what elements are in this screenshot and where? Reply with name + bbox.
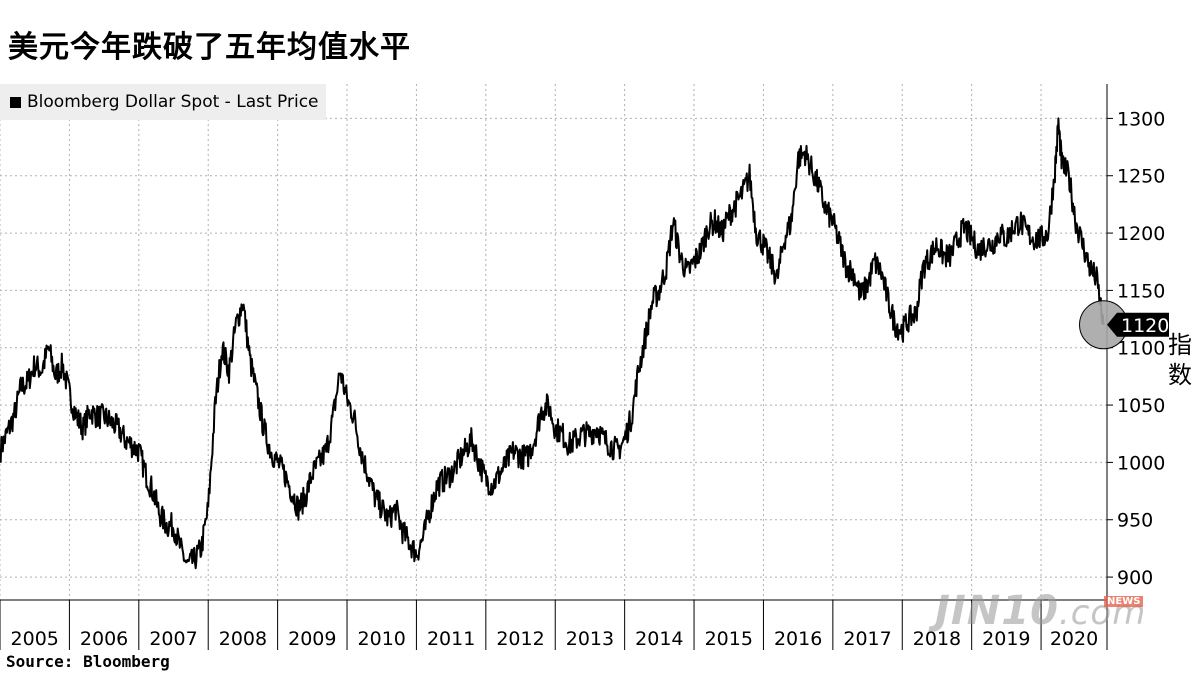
y-axis-unit-label: 指数 — [1168, 331, 1192, 389]
y-tick-label: 1250 — [1117, 166, 1165, 188]
last-value-marker: 1120 — [1079, 300, 1169, 350]
source-note: Source: Bloomberg — [6, 652, 170, 671]
grid-lines — [0, 84, 1107, 600]
x-tick-label: 2020 — [1050, 628, 1098, 650]
x-tick-label: 2013 — [566, 628, 614, 650]
x-tick-label: 2015 — [705, 628, 753, 650]
x-tick-label: 2007 — [149, 628, 197, 650]
x-tick-label: 2008 — [219, 628, 267, 650]
last-value-tag — [1107, 312, 1169, 337]
series-line-dollar-spot — [0, 117, 1105, 570]
x-tick-label: 2016 — [774, 628, 822, 650]
x-tick-label: 2018 — [913, 628, 961, 650]
x-tick-label: 2009 — [288, 628, 336, 650]
y-tick-label: 1000 — [1117, 452, 1165, 474]
x-tick-label: 2011 — [427, 628, 475, 650]
watermark-main: JIN10 — [935, 588, 1059, 634]
watermark-news-tag: NEWS — [1104, 596, 1144, 607]
x-tick-label: 2017 — [843, 628, 891, 650]
x-tick-label: 2006 — [80, 628, 128, 650]
x-tick-label: 2019 — [982, 628, 1030, 650]
x-tick-label: 2012 — [496, 628, 544, 650]
legend-swatch — [10, 96, 21, 108]
legend-label: Bloomberg Dollar Spot - Last Price — [27, 92, 319, 112]
y-tick-label: 1200 — [1117, 223, 1165, 245]
y-tick-label: 950 — [1117, 510, 1153, 532]
last-value-label: 1120 — [1121, 315, 1169, 337]
tick-labels: 900 950 1000 1050 1100 1150 1200 1250 1300 2005 20… — [11, 108, 1166, 650]
chart-title: 美元今年跌破了五年均值水平 — [8, 30, 411, 65]
y-tick-label: 900 — [1117, 567, 1153, 589]
x-tick-label: 2010 — [358, 628, 406, 650]
axes — [0, 84, 1113, 650]
legend: Bloomberg Dollar Spot - Last Price — [0, 84, 326, 120]
x-tick-label: 2014 — [635, 628, 683, 650]
y-tick-label: 1050 — [1117, 395, 1165, 417]
y-tick-label: 1300 — [1117, 108, 1165, 130]
watermark-logo: JIN10.com — [935, 588, 1146, 634]
x-tick-label: 2005 — [11, 628, 59, 650]
y-tick-label: 1150 — [1117, 280, 1165, 302]
y-tick-label: 1100 — [1117, 338, 1165, 360]
